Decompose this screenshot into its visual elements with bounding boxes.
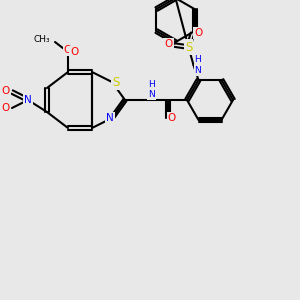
Text: N: N <box>106 113 114 123</box>
Text: S: S <box>185 40 192 54</box>
Text: S: S <box>112 76 120 88</box>
Text: O: O <box>168 113 176 123</box>
Text: H
N: H N <box>148 80 155 99</box>
Text: O: O <box>164 39 172 49</box>
Text: O: O <box>2 103 10 113</box>
Text: O: O <box>194 28 203 38</box>
Text: H
N: H N <box>194 56 201 75</box>
Text: O: O <box>2 86 10 96</box>
Text: N: N <box>24 95 32 105</box>
Text: O: O <box>64 45 72 55</box>
Text: CH₃: CH₃ <box>33 35 50 44</box>
Text: O: O <box>70 47 78 57</box>
